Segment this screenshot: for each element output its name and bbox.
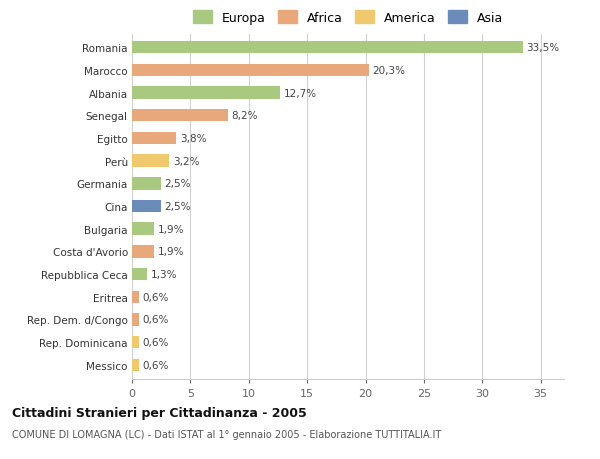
Bar	[132, 87, 280, 100]
Text: 2,5%: 2,5%	[164, 202, 191, 212]
Bar	[132, 359, 139, 371]
Text: 12,7%: 12,7%	[284, 88, 317, 98]
Bar	[132, 336, 139, 349]
Bar	[132, 110, 228, 122]
Bar	[132, 178, 161, 190]
Text: 0,6%: 0,6%	[143, 292, 169, 302]
Text: Cittadini Stranieri per Cittadinanza - 2005: Cittadini Stranieri per Cittadinanza - 2…	[12, 406, 307, 419]
Text: 20,3%: 20,3%	[373, 66, 406, 76]
Bar	[132, 155, 169, 168]
Bar	[132, 313, 139, 326]
Bar	[132, 268, 147, 281]
Text: 1,9%: 1,9%	[158, 224, 184, 234]
Bar	[132, 64, 369, 77]
Bar	[132, 42, 523, 54]
Text: 0,6%: 0,6%	[143, 337, 169, 347]
Text: 1,9%: 1,9%	[158, 247, 184, 257]
Text: 2,5%: 2,5%	[164, 179, 191, 189]
Text: 8,2%: 8,2%	[231, 111, 258, 121]
Bar	[132, 200, 161, 213]
Text: 3,2%: 3,2%	[173, 156, 199, 166]
Text: 3,8%: 3,8%	[180, 134, 206, 144]
Bar	[132, 223, 154, 235]
Bar	[132, 291, 139, 303]
Bar	[132, 246, 154, 258]
Text: 33,5%: 33,5%	[527, 43, 560, 53]
Legend: Europa, Africa, America, Asia: Europa, Africa, America, Asia	[193, 11, 503, 25]
Text: 0,6%: 0,6%	[143, 360, 169, 370]
Bar	[132, 132, 176, 145]
Text: 0,6%: 0,6%	[143, 315, 169, 325]
Text: COMUNE DI LOMAGNA (LC) - Dati ISTAT al 1° gennaio 2005 - Elaborazione TUTTITALIA: COMUNE DI LOMAGNA (LC) - Dati ISTAT al 1…	[12, 429, 441, 439]
Text: 1,3%: 1,3%	[151, 269, 177, 280]
